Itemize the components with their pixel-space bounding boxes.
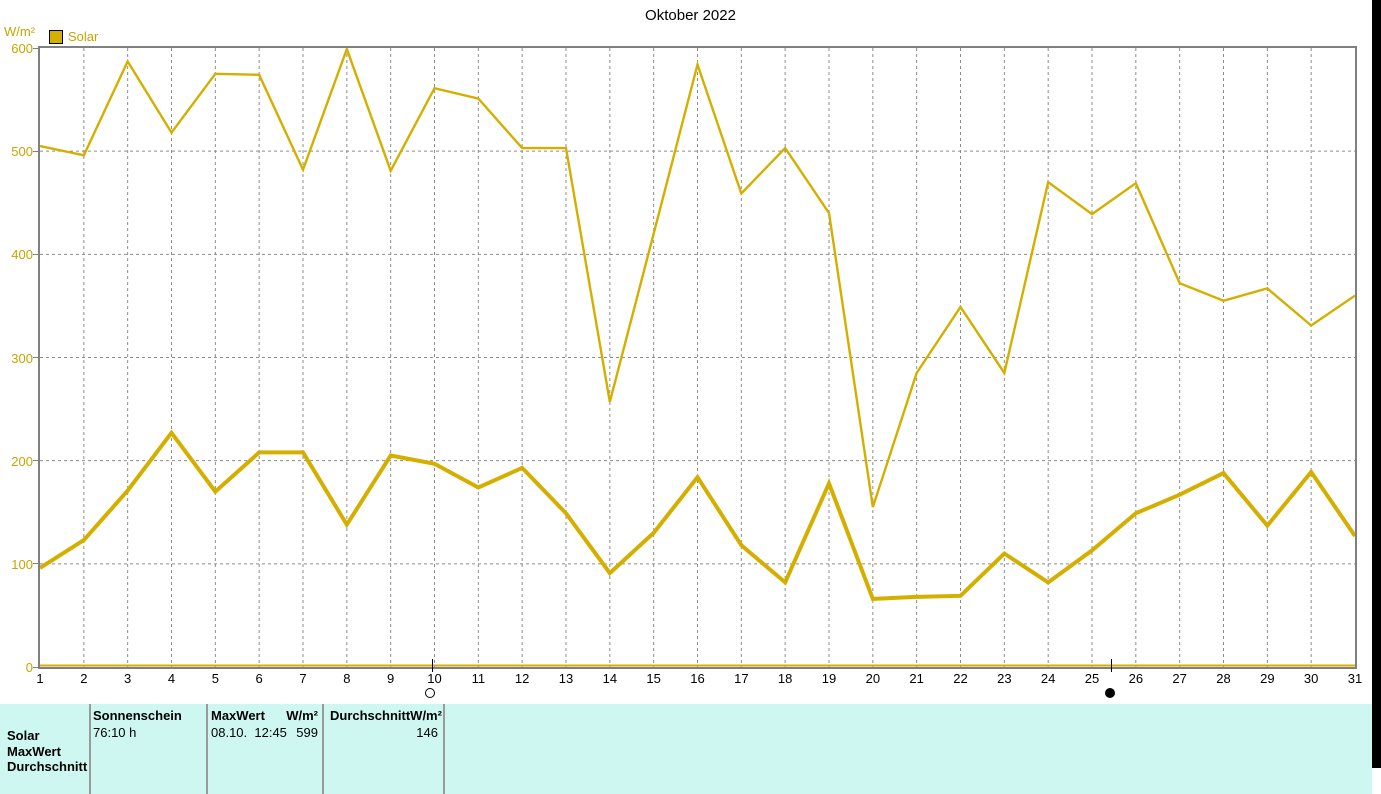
col-value-durchschnitt-number: 146 xyxy=(416,724,438,740)
x-tick-label: 18 xyxy=(777,671,793,686)
x-tick-label: 25 xyxy=(1084,671,1100,686)
y-tick-mark xyxy=(33,563,39,565)
x-tick-label: 22 xyxy=(953,671,968,686)
y-tick-mark xyxy=(33,666,39,668)
x-tick-label: 27 xyxy=(1172,671,1187,686)
legend-swatch-icon xyxy=(49,29,63,44)
y-tick-mark xyxy=(33,357,39,358)
plot-area xyxy=(38,46,1357,669)
x-tick-label: 2 xyxy=(80,671,88,686)
row-label-maxwert: MaxWert xyxy=(7,743,61,759)
row-label-durchschnitt: Durchschnitt xyxy=(7,759,88,774)
x-tick-label: 17 xyxy=(734,671,749,686)
table-divider xyxy=(443,704,445,794)
table-row-labels: Solar MaxWert Durchschnitt xyxy=(7,704,87,775)
x-tick-label: 20 xyxy=(865,671,881,686)
x-tick-label: 15 xyxy=(646,671,661,686)
y-tick-mark xyxy=(33,253,39,255)
table-col-maxwert: MaxWert W/m² 08.10. 12:45 599 xyxy=(211,704,318,741)
table-col-sonnenschein: Sonnenschein 76:10 h xyxy=(93,704,199,741)
col-header-maxwert: MaxWert xyxy=(211,708,265,723)
moon-marker-tick xyxy=(1111,659,1113,672)
right-edge-bar xyxy=(1372,0,1381,768)
legend: Solar xyxy=(49,29,98,44)
x-tick-label: 11 xyxy=(471,671,486,686)
x-tick-label: 7 xyxy=(299,671,307,686)
row-label-solar: Solar xyxy=(7,728,40,743)
x-tick-label: 19 xyxy=(821,671,837,686)
x-tick-label: 10 xyxy=(427,671,442,686)
col-value-maxwert-date: 08.10. 12:45 xyxy=(211,724,287,740)
x-tick-label: 30 xyxy=(1303,671,1319,686)
x-tick-label: 14 xyxy=(602,671,618,686)
y-tick-label: 200 xyxy=(11,453,33,469)
x-tick-label: 4 xyxy=(167,671,176,686)
col-value-maxwert-number: 599 xyxy=(296,724,318,740)
col-header-sonnenschein: Sonnenschein xyxy=(93,708,182,723)
y-tick-mark xyxy=(33,150,39,152)
y-tick-label: 600 xyxy=(11,41,33,56)
y-tick-mark xyxy=(33,47,39,49)
series-durchschnitt-line xyxy=(40,429,1355,601)
x-tick-label: 28 xyxy=(1216,671,1231,686)
summary-table: Solar MaxWert Durchschnitt Sonnenschein … xyxy=(0,704,1372,794)
y-tick-label: 0 xyxy=(25,660,33,675)
full-moon-icon xyxy=(425,688,436,698)
x-tick-label: 24 xyxy=(1040,671,1056,686)
x-tick-label: 23 xyxy=(997,671,1012,686)
new-moon-icon xyxy=(1104,688,1115,698)
y-tick-label: 300 xyxy=(11,350,33,366)
table-divider xyxy=(322,704,324,794)
table-col-durchschnitt: Durchschnitt W/m² 146 xyxy=(330,704,442,741)
x-tick-label: 26 xyxy=(1128,671,1144,686)
moon-marker-tick xyxy=(431,659,433,672)
y-axis-unit-label: W/m² xyxy=(4,24,36,39)
x-tick-label: 8 xyxy=(343,671,351,686)
x-tick-label: 5 xyxy=(211,671,219,686)
x-tick-label: 6 xyxy=(255,671,263,686)
col-header-durchschnitt: Durchschnitt xyxy=(330,708,411,723)
x-tick-label: 31 xyxy=(1347,671,1363,686)
col-header-durchschnitt-unit: W/m² xyxy=(410,708,442,723)
y-tick-label: 100 xyxy=(11,556,33,572)
table-divider xyxy=(89,704,91,794)
x-tick-label: 9 xyxy=(387,671,395,686)
chart-canvas xyxy=(40,48,1355,667)
x-tick-label: 3 xyxy=(124,671,132,686)
col-header-maxwert-unit: W/m² xyxy=(286,708,318,723)
chart-title: Oktober 2022 xyxy=(645,7,736,24)
x-tick-label: 16 xyxy=(690,671,705,686)
series-maxwert-line xyxy=(40,48,1355,508)
legend-label-solar: Solar xyxy=(68,29,99,44)
x-tick-label: 13 xyxy=(558,671,574,686)
x-tick-label: 12 xyxy=(514,671,530,686)
col-value-sonnenschein: 76:10 h xyxy=(93,724,137,740)
x-tick-label: 1 xyxy=(36,671,44,686)
y-tick-mark xyxy=(33,460,39,462)
x-tick-label: 21 xyxy=(909,671,924,686)
y-tick-label: 500 xyxy=(11,144,33,160)
y-tick-label: 400 xyxy=(11,247,33,263)
x-tick-label: 29 xyxy=(1260,671,1275,686)
table-divider xyxy=(206,704,208,794)
